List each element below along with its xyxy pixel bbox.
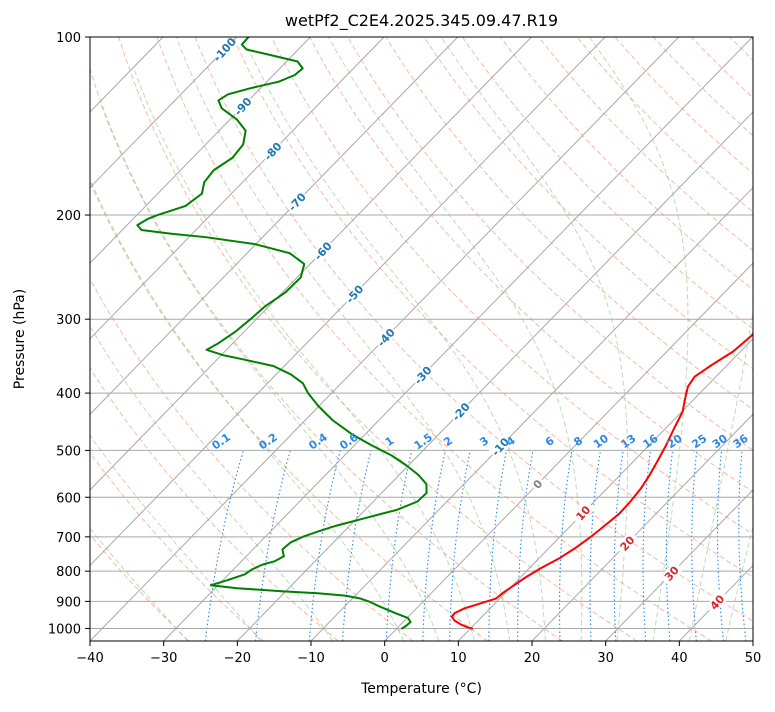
mixing-ratio-line — [341, 450, 372, 641]
mixing-ratio-line — [422, 450, 447, 641]
sounding-series — [136, 37, 753, 630]
isotherm-label-bg — [342, 281, 367, 307]
moist-adiabat-line — [90, 434, 262, 641]
isotherm-label-bg — [659, 561, 684, 586]
y-tick-label: 900 — [56, 595, 81, 610]
dry-adiabat-line — [423, 37, 753, 370]
isotherm-label-bg — [615, 531, 639, 556]
mixing-ratio-line — [255, 450, 291, 641]
dry-adiabat-line — [118, 37, 638, 641]
dry-adiabat-line — [232, 37, 753, 578]
isotherm-line — [90, 37, 311, 264]
dry-adiabat-line — [90, 67, 563, 641]
x-tick-label: −20 — [224, 651, 251, 666]
mixing-ratio-line — [449, 450, 471, 641]
isotherm-label-bg — [374, 325, 398, 350]
x-tick-label: 0 — [381, 651, 389, 666]
isotherm-label-bg — [285, 189, 309, 215]
x-tick-label: 20 — [524, 651, 541, 666]
isotherm-line — [384, 262, 753, 641]
dry-adiabat-line — [90, 533, 190, 641]
moist-adiabat-line — [90, 325, 334, 641]
chart-title: wetPf2_C2E4.2025.345.09.47.R19 — [285, 11, 558, 31]
moist-adiabat-line — [90, 178, 405, 641]
temperature-profile — [450, 332, 753, 630]
plot-area: -100-90-80-70-60-50-40-30-20-10010203040… — [90, 37, 753, 641]
y-tick-label: 600 — [56, 491, 81, 506]
dry-adiabat-line — [90, 367, 339, 641]
isotherm-line — [310, 186, 753, 641]
dry-adiabat-line — [500, 37, 753, 291]
mixing-ratio-line — [385, 450, 413, 641]
moist-adiabat-line — [328, 37, 583, 641]
y-tick-label: 500 — [56, 444, 81, 459]
isotherm-label-bg — [230, 94, 255, 119]
isotherm-label-bg — [529, 475, 547, 493]
isotherm-line — [90, 37, 459, 415]
plot-frame — [89, 36, 754, 642]
isotherm-label-bg — [571, 500, 595, 526]
moist-adiabat-line — [440, 37, 629, 641]
y-axis-label: Pressure (hPa) — [12, 289, 28, 389]
isotherm-line — [163, 37, 753, 641]
x-axis-label: Temperature (°C) — [360, 681, 482, 697]
x-tick-label: 50 — [745, 651, 762, 666]
moist-adiabats — [90, 37, 753, 641]
x-tick-label: −40 — [76, 651, 103, 666]
moist-adiabat-line — [725, 524, 753, 641]
mixing-ratio-line — [308, 450, 341, 641]
y-tick-label: 300 — [56, 313, 81, 328]
y-axis: 100 200 300 400 500 600 700 800 900 1000 — [48, 31, 90, 637]
dry-adiabat-line — [309, 37, 753, 493]
dewpoint-profile — [136, 37, 428, 630]
isotherm-label-bg — [410, 362, 435, 388]
dry-adiabats — [90, 37, 753, 641]
moist-adiabat-line — [242, 37, 546, 641]
moist-adiabat-line — [688, 37, 753, 641]
x-tick-label: 10 — [450, 651, 467, 666]
y-tick-label: 800 — [56, 565, 81, 580]
isotherm-label-bg — [705, 590, 729, 615]
isotherm-label-bg — [449, 399, 473, 424]
x-tick-label: 40 — [671, 651, 688, 666]
moist-adiabat-line — [100, 104, 440, 641]
isotherms — [90, 37, 753, 641]
isotherm-line — [90, 37, 532, 491]
x-tick-label: −30 — [150, 651, 177, 666]
isotherm-line — [90, 37, 238, 189]
mixing-ratio-lines — [204, 450, 747, 641]
y-tick-label: 1000 — [48, 622, 81, 637]
y-tick-label: 700 — [56, 531, 81, 546]
moist-adiabat-line — [589, 37, 689, 641]
y-tick-label: 400 — [56, 387, 81, 402]
x-tick-label: −10 — [297, 651, 324, 666]
y-tick-label: 100 — [56, 31, 81, 46]
isotherm-label-bg — [212, 37, 237, 62]
isotherm-label-bg — [260, 139, 285, 164]
isotherm-label-bg — [311, 238, 335, 264]
isotherm-line — [90, 37, 385, 340]
dry-adiabat-line — [156, 37, 712, 641]
x-axis: −40 −30 −20 −10 0 10 20 30 40 50 — [76, 641, 761, 666]
moist-adiabat-line — [175, 37, 511, 641]
y-tick-label: 200 — [56, 209, 81, 224]
dry-adiabat-line — [270, 37, 753, 535]
dry-adiabat-line — [90, 180, 488, 641]
isotherm-line — [236, 111, 753, 641]
isotherm-label-bg — [488, 434, 513, 459]
isotherm-line — [90, 37, 606, 567]
isotherm-line — [605, 489, 753, 641]
x-tick-label: 30 — [597, 651, 614, 666]
moist-adiabat-line — [134, 70, 475, 641]
dry-adiabat-line — [385, 37, 753, 410]
